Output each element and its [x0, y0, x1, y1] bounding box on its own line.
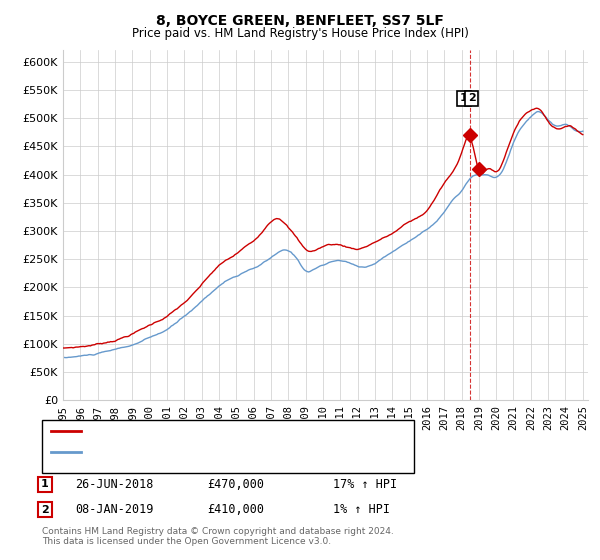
- Text: 26-JUN-2018: 26-JUN-2018: [75, 478, 154, 491]
- Text: 2: 2: [41, 505, 49, 515]
- Text: 1: 1: [460, 94, 468, 104]
- Text: 08-JAN-2019: 08-JAN-2019: [75, 503, 154, 516]
- Text: Contains HM Land Registry data © Crown copyright and database right 2024.
This d: Contains HM Land Registry data © Crown c…: [42, 526, 394, 546]
- Text: 2: 2: [468, 94, 476, 104]
- Text: Price paid vs. HM Land Registry's House Price Index (HPI): Price paid vs. HM Land Registry's House …: [131, 27, 469, 40]
- Text: £470,000: £470,000: [207, 478, 264, 491]
- Text: £410,000: £410,000: [207, 503, 264, 516]
- Text: 8, BOYCE GREEN, BENFLEET, SS7 5LF: 8, BOYCE GREEN, BENFLEET, SS7 5LF: [156, 14, 444, 28]
- Text: HPI: Average price, detached house, Castle Point: HPI: Average price, detached house, Cast…: [85, 447, 358, 458]
- Text: 17% ↑ HPI: 17% ↑ HPI: [333, 478, 397, 491]
- Text: 8, BOYCE GREEN, BENFLEET, SS7 5LF (detached house): 8, BOYCE GREEN, BENFLEET, SS7 5LF (detac…: [85, 426, 395, 436]
- Text: 1% ↑ HPI: 1% ↑ HPI: [333, 503, 390, 516]
- Text: 1: 1: [41, 479, 49, 489]
